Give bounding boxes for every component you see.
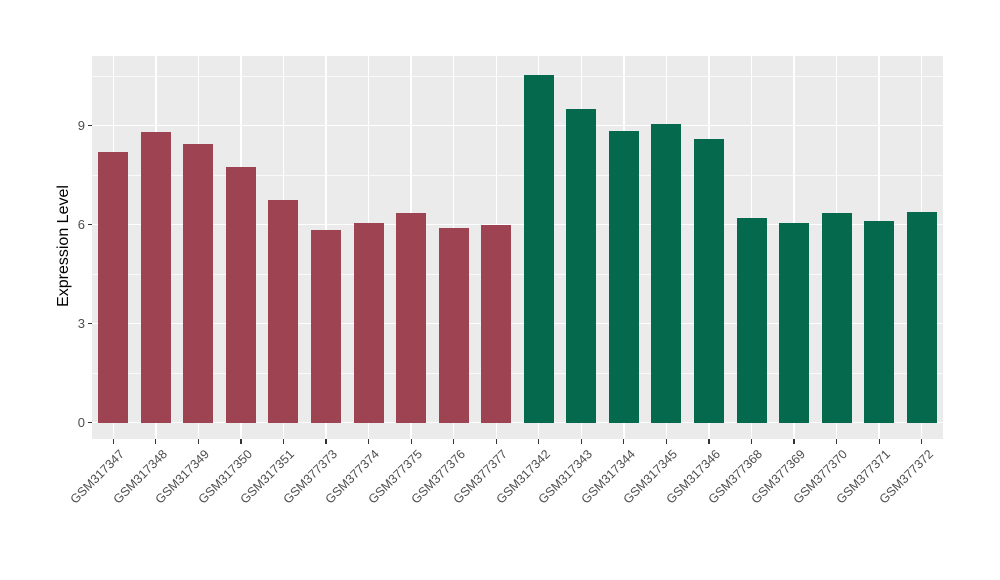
bar [906, 211, 937, 423]
x-tick-mark [495, 439, 497, 444]
bar [608, 130, 639, 423]
y-tick-label: 9 [77, 117, 85, 133]
gridline-minor-horizontal [92, 372, 943, 374]
gridline-major-horizontal [92, 125, 943, 127]
x-tick-mark [836, 439, 838, 444]
gridline-minor-horizontal [92, 75, 943, 77]
bar [225, 166, 256, 423]
y-tick-label: 3 [77, 315, 85, 331]
gridline-minor-horizontal [92, 273, 943, 275]
gridline-major-horizontal [92, 422, 943, 424]
x-tick-mark [878, 439, 880, 444]
bar [268, 199, 299, 423]
x-tick-mark [793, 439, 795, 444]
gridline-major-horizontal [92, 323, 943, 325]
bar [736, 218, 767, 423]
bar [864, 221, 895, 423]
x-tick-mark [665, 439, 667, 444]
x-tick-mark [197, 439, 199, 444]
x-tick-mark [112, 439, 114, 444]
y-axis-title: Expression Level [55, 184, 72, 307]
bar [353, 223, 384, 423]
x-tick-mark [750, 439, 753, 444]
bar [183, 143, 214, 423]
bar [821, 213, 852, 423]
bar [651, 124, 682, 423]
x-tick-mark [921, 439, 923, 444]
bar [566, 109, 597, 423]
y-tick-label: 0 [77, 414, 85, 430]
x-tick-mark [453, 439, 455, 444]
bar [481, 224, 512, 423]
x-tick-mark [155, 439, 157, 444]
bar [438, 228, 469, 423]
bar [523, 74, 554, 423]
x-tick-mark [580, 439, 582, 444]
gridline-major-horizontal [92, 224, 943, 226]
x-tick-mark [282, 439, 285, 444]
plot-panel [92, 56, 943, 439]
x-tick-mark [410, 439, 412, 444]
gridline-minor-horizontal [92, 174, 943, 176]
y-tick-mark [87, 224, 92, 226]
x-tick-mark [708, 439, 710, 444]
x-tick-mark [538, 439, 540, 444]
bar [693, 138, 724, 423]
y-tick-mark [87, 323, 92, 325]
y-tick-mark [87, 422, 92, 424]
x-tick-mark [623, 439, 625, 444]
y-tick-label: 6 [77, 216, 85, 232]
bar [98, 152, 129, 423]
bar [311, 229, 342, 423]
y-tick-mark [87, 125, 92, 127]
x-tick-mark [240, 439, 242, 444]
x-tick-mark [367, 439, 370, 444]
x-tick-mark [325, 439, 327, 444]
bar [396, 213, 427, 423]
bar [140, 132, 171, 423]
bar [779, 223, 810, 423]
